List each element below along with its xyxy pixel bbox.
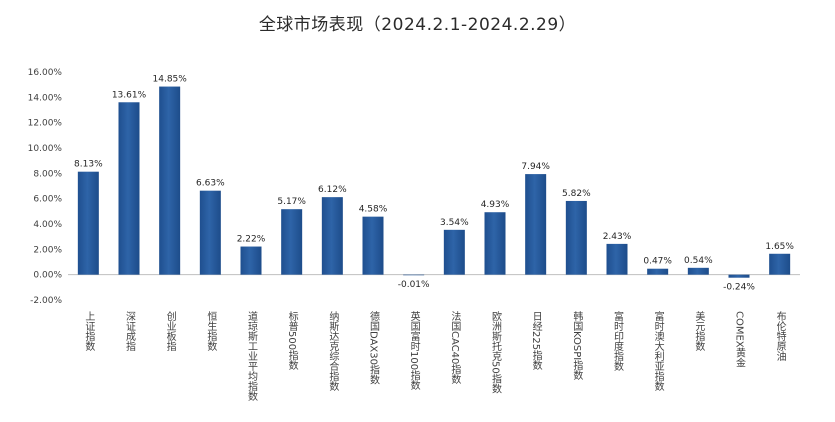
bar (281, 209, 303, 275)
data-label: 3.54% (440, 218, 469, 228)
category-label: 日经225指数 (530, 311, 542, 371)
data-label: 13.61% (112, 90, 147, 100)
data-label: 7.94% (521, 162, 550, 172)
y-tick-label: 4.00% (33, 220, 62, 230)
chart-title: 全球市场表现（2024.2.1-2024.2.29） (258, 15, 577, 35)
category-label: 美元指数 (693, 310, 705, 352)
y-tick-label: 10.00% (28, 144, 63, 154)
data-label: 2.22% (237, 235, 266, 245)
y-tick-label: 12.00% (28, 119, 63, 129)
data-label: 0.54% (684, 256, 713, 266)
bar (565, 200, 587, 275)
y-tick-label: -2.00% (30, 296, 62, 306)
data-label: -0.01% (398, 280, 430, 290)
category-label: 富时澳大利亚指数 (652, 310, 664, 392)
y-tick-label: 16.00% (28, 68, 63, 78)
data-label: 4.58% (359, 205, 388, 215)
category-label: COMEX黄金 (734, 311, 746, 368)
bar (769, 253, 791, 275)
category-label: 恒生指数 (205, 310, 217, 352)
y-tick-label: 0.00% (33, 271, 62, 281)
data-label: 5.82% (562, 189, 591, 199)
category-label: 法国CAC40指数 (449, 310, 461, 385)
bar (647, 268, 669, 275)
bar (728, 274, 750, 278)
data-label: 0.47% (643, 257, 672, 267)
data-label: 4.93% (481, 200, 510, 210)
y-tick-label: 6.00% (33, 195, 62, 205)
data-label: 8.13% (74, 160, 103, 170)
data-label: 5.17% (277, 197, 306, 207)
category-label: 欧洲斯托克50指数 (490, 311, 502, 395)
category-label: 德国DAX30指数 (368, 310, 380, 386)
y-tick-label: 14.00% (28, 93, 63, 103)
y-tick-label: 8.00% (33, 169, 62, 179)
bar (687, 267, 709, 275)
category-label: 韩国KOSPI指数 (571, 310, 583, 381)
data-label: 1.65% (765, 242, 794, 252)
data-label: -0.24% (723, 283, 755, 293)
category-label: 上证指数 (83, 311, 95, 352)
bar (159, 86, 181, 275)
category-label: 深证成指 (124, 311, 136, 352)
bar (403, 274, 425, 276)
data-label: 6.63% (196, 179, 225, 189)
category-label: 富时印度指数 (612, 310, 624, 372)
category-label: 道琼斯工业平均指数 (246, 310, 258, 402)
category-label: 标普500指数 (286, 311, 298, 371)
bar (118, 102, 140, 275)
y-tick-label: 2.00% (33, 245, 62, 255)
data-label: 14.85% (153, 75, 188, 85)
category-label: 创业板指 (164, 310, 176, 352)
bar (77, 171, 99, 275)
bar (199, 190, 221, 275)
bar (321, 197, 343, 275)
bar (525, 174, 547, 275)
data-label: 2.43% (603, 232, 632, 242)
bar (484, 212, 506, 275)
bar (362, 216, 384, 275)
category-label: 英国富时100指数 (408, 310, 420, 391)
data-label: 6.12% (318, 185, 347, 195)
category-label: 纳斯达克综合指数 (327, 310, 339, 392)
category-label: 布伦特原油 (774, 311, 786, 361)
bar (240, 246, 262, 275)
bar (443, 229, 465, 275)
bar (606, 243, 628, 275)
